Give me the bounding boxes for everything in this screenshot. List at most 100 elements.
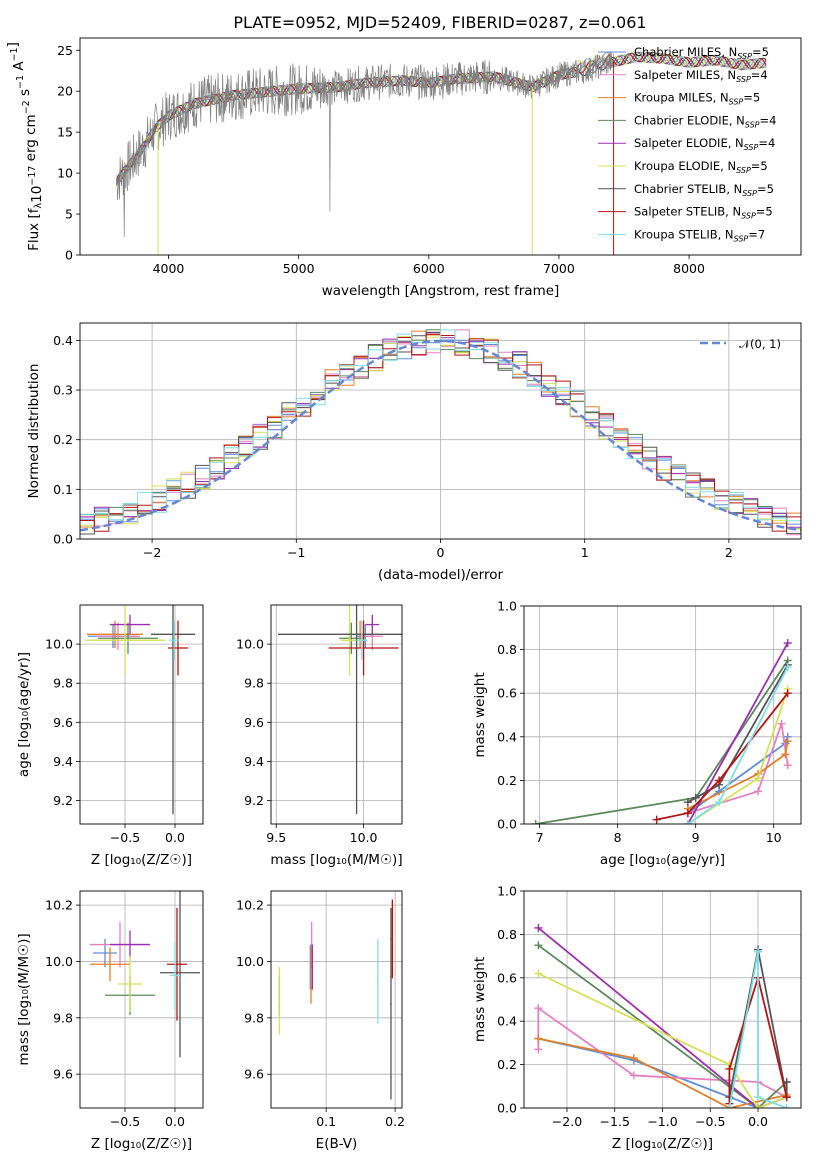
plot-area — [80, 329, 801, 536]
y-tick-label: 9.2 — [53, 793, 73, 808]
weight-marker — [782, 1093, 791, 1102]
y-tick-label: 20 — [57, 84, 73, 99]
error-point — [169, 620, 179, 660]
y-tick-label: 9.6 — [53, 715, 73, 730]
y-tick-label: 9.4 — [244, 754, 264, 769]
x-axis-label: Z [log₁₀(Z/Z☉)] — [91, 1136, 192, 1152]
weight-marker — [531, 820, 540, 824]
x-tick-label: 0.1 — [316, 1114, 336, 1129]
weight-series — [728, 974, 788, 1104]
y-tick-label: 9.8 — [244, 1010, 264, 1025]
y-tick-label: 15 — [57, 125, 73, 140]
axes-frame — [523, 890, 802, 1109]
error-point — [168, 620, 188, 676]
y-tick-label: 1.0 — [497, 599, 517, 614]
figure-title: PLATE=0952, MJD=52409, FIBERID=0287, z=0… — [233, 13, 646, 32]
error-point — [98, 622, 158, 654]
weight-marker — [534, 941, 543, 950]
weight-marker — [777, 719, 786, 728]
weight-marker — [683, 820, 692, 824]
x-tick-label: 0.0 — [165, 1114, 185, 1129]
weight-marker — [715, 798, 724, 807]
y-tick-label: 0.2 — [497, 1057, 517, 1072]
x-tick-label: −0.5 — [110, 830, 140, 845]
x-tick-label: 1 — [581, 545, 589, 560]
legend-label: Chabrier MILES, NSSP=5 — [634, 45, 769, 61]
weight-marker — [691, 793, 700, 802]
weight-marker — [754, 1093, 763, 1102]
error-point — [170, 941, 180, 1010]
error-point — [328, 620, 399, 676]
weight-marker — [534, 1045, 543, 1054]
y-tick-label: 0.0 — [497, 1101, 517, 1116]
y-tick-label: 10.0 — [236, 954, 264, 969]
axes-frame — [270, 604, 403, 825]
x-axis-label: age [log₁₀(age/yr)] — [600, 852, 725, 868]
weight-marker — [783, 639, 792, 648]
axes-frame — [79, 37, 802, 256]
weight-marker — [725, 1064, 734, 1073]
y-tick-label: 0.0 — [497, 817, 517, 832]
x-tick-label: 0.0 — [165, 830, 185, 845]
error-point — [110, 930, 150, 959]
y-tick-label: 5 — [65, 207, 73, 222]
x-tick-label: 2 — [725, 545, 733, 560]
x-tick-label: 4000 — [153, 261, 185, 276]
weight-marker — [783, 689, 792, 698]
y-tick-label: 0.4 — [53, 333, 73, 348]
y-axis-label: Normed distribution — [26, 364, 42, 499]
grid — [271, 605, 402, 824]
x-tick-label: −1.0 — [647, 1114, 677, 1129]
x-tick-label: 0.2 — [385, 1114, 405, 1129]
weight-marker — [782, 1077, 791, 1086]
weight-marker — [534, 1004, 543, 1013]
grid — [80, 891, 203, 1108]
y-tick-label: 0.6 — [497, 686, 517, 701]
panel-weight-vs-age: 7 8 9 10 0.0 0.2 0.4 0.6 0.8 1.0 age [log₁₀(age/yr… — [472, 599, 801, 868]
y-tick-label: 10.0 — [236, 637, 264, 652]
y-tick-label: 10 — [57, 166, 73, 181]
error-point — [310, 947, 312, 1004]
weight-marker — [715, 776, 724, 785]
axes-frame — [79, 890, 204, 1109]
plot-area — [85, 605, 195, 815]
weight-marker — [683, 809, 692, 818]
error-point — [110, 614, 150, 635]
error-point — [90, 947, 130, 982]
legend-label: Kroupa MILES, NSSP=5 — [634, 91, 760, 107]
legend-label: Chabrier ELODIE, NSSP=4 — [634, 113, 776, 129]
axes-frame — [523, 605, 802, 825]
y-tick-label: 10.0 — [45, 637, 73, 652]
y-tick-label: 10.2 — [236, 898, 264, 913]
y-tick-label: 0.4 — [497, 1014, 517, 1029]
error-point — [151, 605, 195, 815]
y-axis-label: Flux [fλ10−17 erg cm−2 s−1 A−1] — [5, 42, 45, 251]
grid — [271, 891, 402, 1108]
weight-marker — [629, 1071, 638, 1080]
weight-marker — [534, 1034, 543, 1043]
weight-marker — [754, 774, 763, 783]
y-tick-label: 10.0 — [45, 954, 73, 969]
weight-marker — [534, 923, 543, 932]
x-axis-label: (data-model)/error — [378, 567, 504, 583]
weight-marker — [652, 815, 661, 824]
y-tick-label: 0.6 — [497, 970, 517, 985]
weight-marker — [534, 969, 543, 978]
panel-spectrum: 4000 5000 6000 7000 8000 0 5 10 15 20 25 wavelength… — [5, 42, 776, 299]
x-tick-label: 8000 — [673, 261, 705, 276]
weight-marker — [754, 787, 763, 796]
panel-age-vs-Z: −0.5 0.0 9.2 9.4 9.6 9.8 10.0 Z [log₁₀(Z/Z☉)] ag… — [16, 605, 203, 868]
y-tick-label: 0.2 — [497, 773, 517, 788]
x-tick-label: −0.5 — [695, 1114, 725, 1129]
legend-label: Kroupa ELODIE, NSSP=5 — [634, 159, 768, 175]
legend-label: Chabrier STELIB, NSSP=5 — [634, 182, 774, 198]
weight-series — [687, 664, 789, 803]
x-tick-label: −2 — [143, 545, 161, 560]
y-tick-label: 0.1 — [53, 482, 73, 497]
weight-marker — [754, 1104, 763, 1108]
x-tick-label: 9 — [692, 830, 700, 845]
weight-series — [656, 692, 789, 821]
weight-series — [537, 944, 788, 1108]
error-point — [85, 605, 165, 676]
plot-area — [531, 639, 792, 824]
